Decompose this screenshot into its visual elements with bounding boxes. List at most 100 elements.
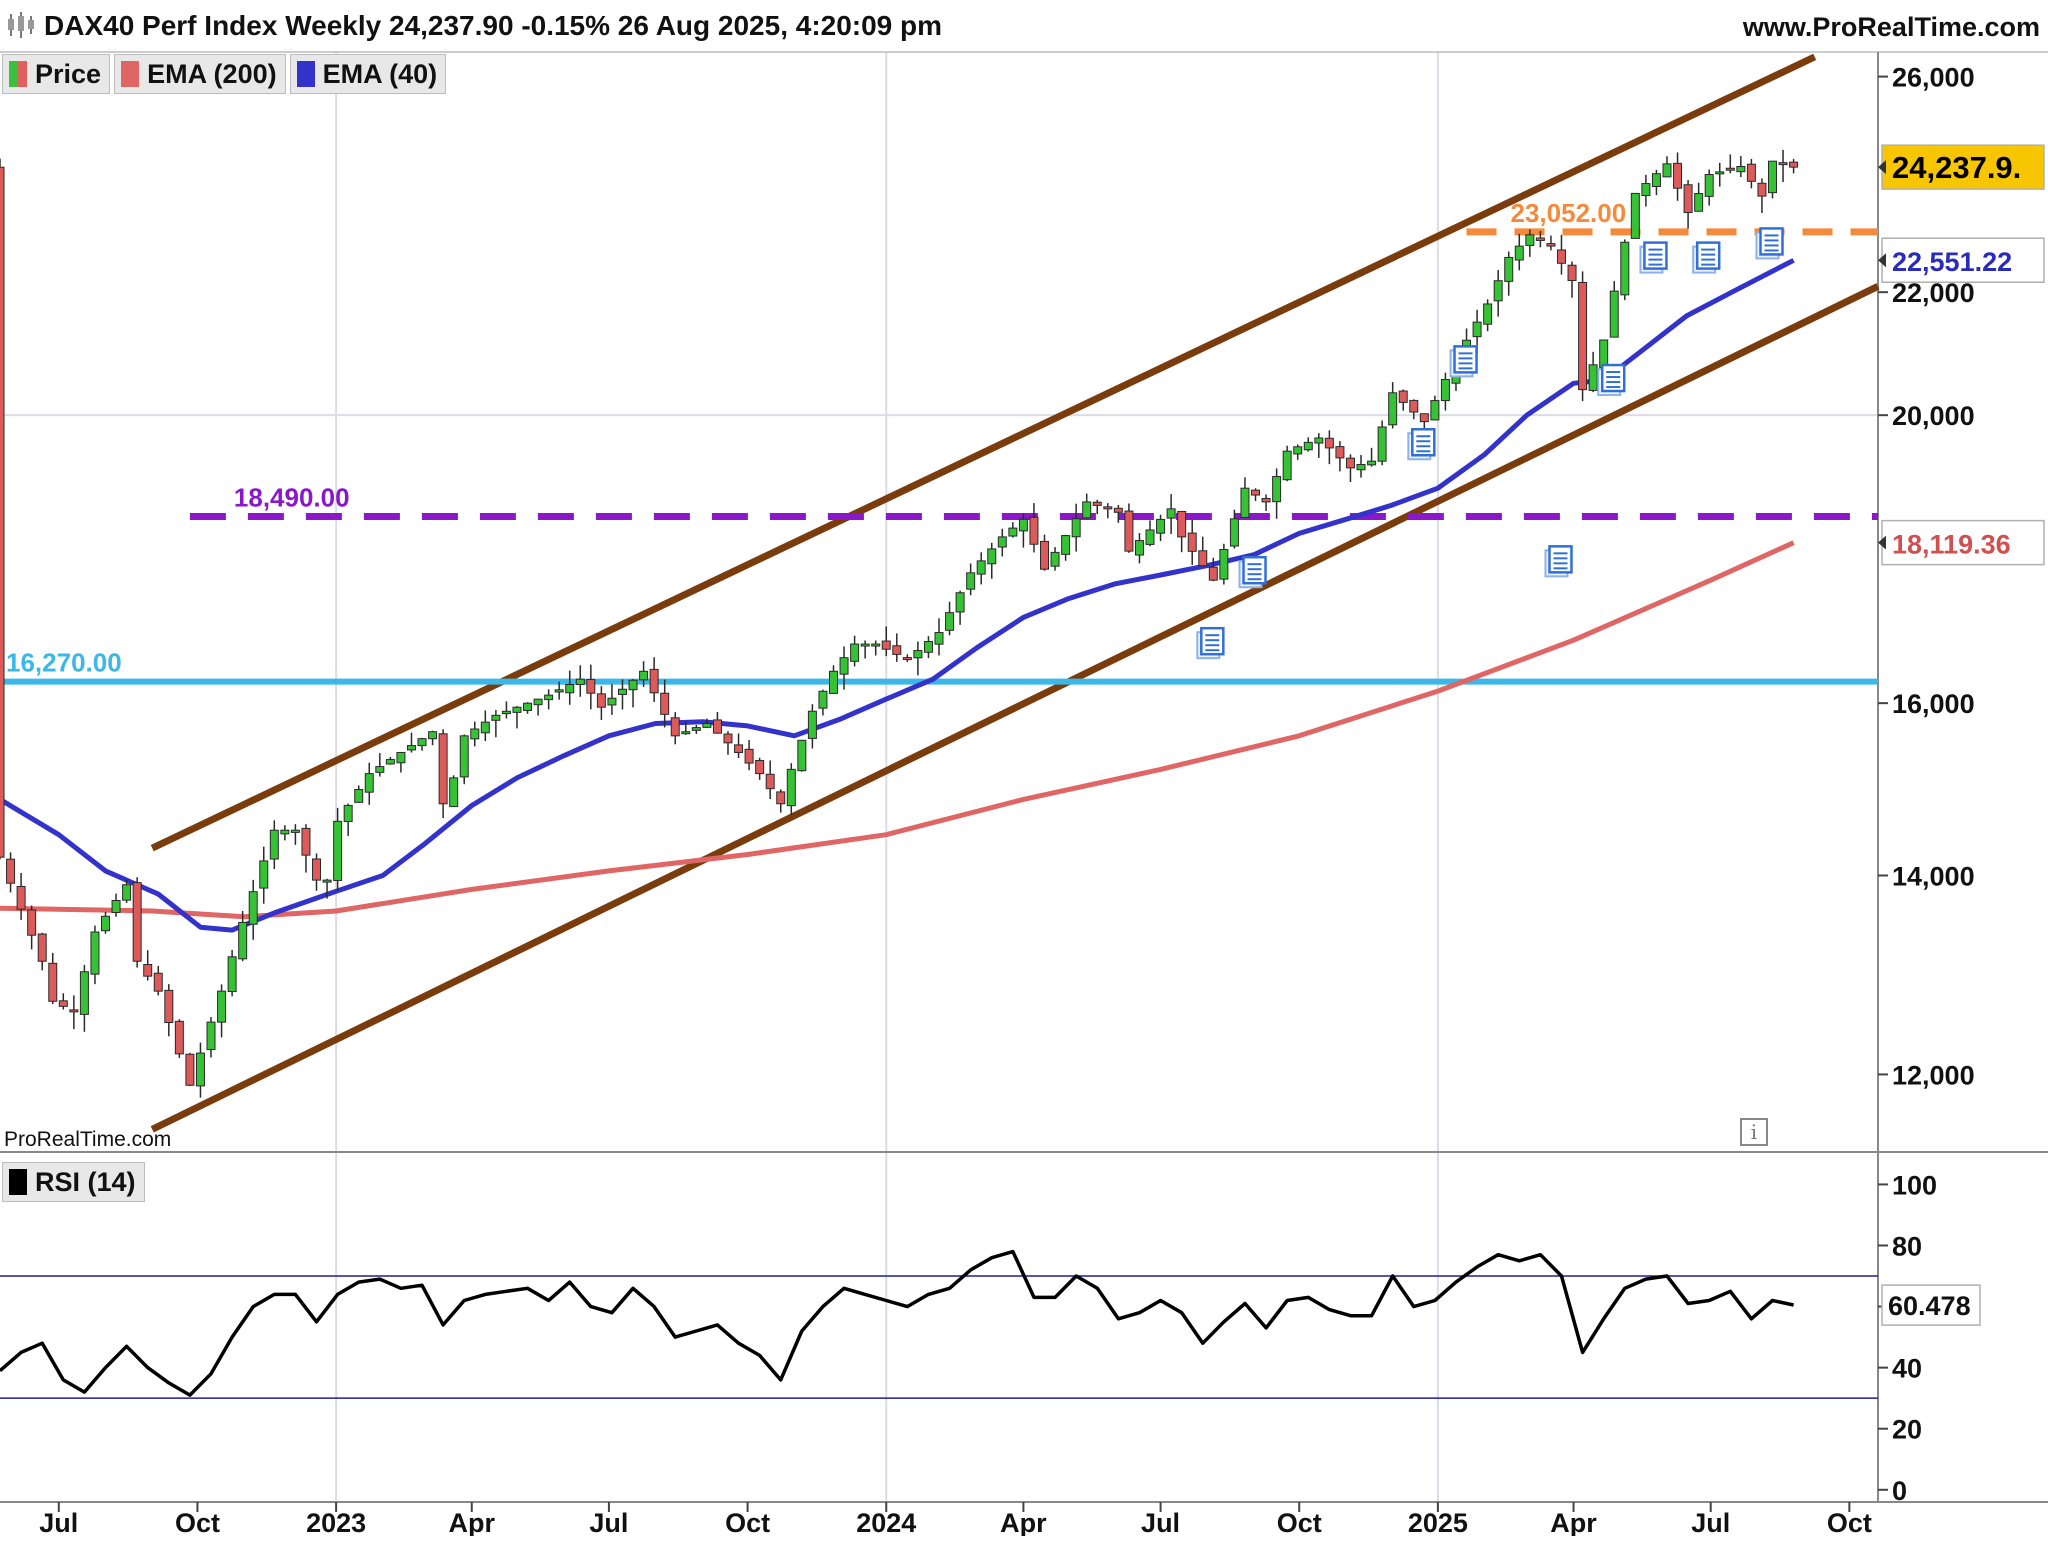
candle-body	[649, 668, 659, 694]
candle-body	[1535, 237, 1545, 241]
candle-body	[1145, 529, 1155, 545]
legend-item-ema40[interactable]: EMA (40)	[289, 54, 447, 94]
candle-body	[1018, 518, 1028, 532]
x-tick-label: Apr	[1550, 1508, 1597, 1536]
rsi-line	[0, 1249, 1794, 1397]
candle-body	[1725, 167, 1735, 171]
y-tick-label: 12,000	[1892, 1060, 1975, 1090]
candle-body	[206, 1021, 216, 1051]
candle-body	[1704, 174, 1714, 197]
candle-body	[575, 678, 585, 686]
candle-body	[966, 572, 976, 590]
legend-label-rsi: RSI (14)	[35, 1166, 136, 1197]
candle-body	[101, 915, 111, 932]
title-bar: DAX40 Perf Index Weekly 24,237.90 -0.15%…	[0, 0, 2048, 54]
y-tick-label: 16,000	[1892, 689, 1975, 719]
candle-body	[143, 964, 153, 977]
candle-body	[734, 744, 744, 753]
info-icon[interactable]: i	[1740, 1118, 1768, 1146]
candle-body	[1229, 518, 1239, 547]
candle-body	[1715, 171, 1725, 175]
candle-body	[259, 860, 269, 889]
candle-body	[1651, 173, 1661, 188]
candle-body	[491, 714, 501, 721]
candle-body	[58, 1000, 68, 1007]
candle-body	[828, 670, 838, 694]
news-doc-icon[interactable]	[1196, 626, 1225, 660]
rsi-swatch-icon	[9, 1169, 27, 1195]
legend-label-price: Price	[35, 58, 102, 89]
candle-body	[1683, 184, 1693, 214]
candle-body	[480, 721, 490, 734]
candle-body	[712, 719, 722, 734]
candle-body	[1219, 549, 1229, 580]
news-doc-icon[interactable]	[1755, 227, 1784, 260]
candle-body	[1514, 245, 1524, 261]
news-doc-icon[interactable]	[1692, 241, 1721, 274]
y-tick-label: 26,000	[1892, 63, 1975, 93]
candle-body	[565, 683, 575, 694]
candle-body	[1525, 234, 1535, 246]
rsi-y-tick-label: 0	[1892, 1476, 1907, 1506]
news-doc-icon[interactable]	[1407, 428, 1436, 461]
candle-body	[1198, 550, 1208, 567]
channel-line-upper	[150, 53, 1817, 852]
source-link[interactable]: www.ProRealTime.com	[1742, 12, 2040, 42]
candle-body	[406, 745, 416, 751]
news-doc-icon[interactable]	[1597, 363, 1626, 397]
rsi-value-tag-bg	[1881, 1284, 1981, 1326]
candle-body	[1472, 321, 1482, 338]
candle-body	[533, 698, 543, 706]
candle-body	[1071, 518, 1081, 538]
legend-label-ema40: EMA (40)	[322, 58, 438, 89]
candle-body	[1641, 183, 1651, 197]
candle-body	[322, 879, 332, 883]
price-candles	[0, 149, 1799, 1098]
candle-body	[1694, 193, 1704, 212]
news-doc-icon[interactable]	[1238, 555, 1267, 589]
candle-body	[1040, 540, 1050, 570]
x-tick-label: Oct	[1827, 1508, 1872, 1536]
legend-item-price[interactable]: Price	[2, 54, 111, 94]
candle-body	[248, 891, 258, 925]
candle-body	[354, 789, 364, 803]
candle-body	[438, 733, 448, 805]
candle-body	[1303, 441, 1313, 451]
candle-body	[1609, 290, 1619, 338]
candle-body	[923, 641, 933, 653]
value-tag-label: 24,237.9.	[1892, 150, 2021, 185]
candle-body	[174, 1020, 184, 1055]
news-doc-icon[interactable]	[1544, 545, 1573, 578]
candle-body	[1630, 192, 1640, 239]
candle-body	[554, 689, 564, 693]
candle-body	[27, 909, 37, 936]
candle-body	[417, 738, 427, 747]
candle-body	[48, 962, 58, 1002]
candle-body	[660, 692, 670, 715]
candle-body	[913, 650, 923, 659]
ema40-swatch-icon	[296, 61, 315, 87]
news-doc-icon[interactable]	[1449, 345, 1478, 378]
candle-body	[428, 731, 438, 740]
legend-item-rsi[interactable]: RSI (14)	[2, 1162, 145, 1202]
candle-body	[1546, 243, 1556, 247]
value-tag-bg	[1881, 519, 2045, 566]
candle-body	[280, 829, 290, 835]
candle-body	[955, 592, 965, 613]
level-label: 23,052.00	[1511, 198, 1627, 228]
news-doc-icon[interactable]	[1639, 241, 1668, 274]
candle-body	[1356, 464, 1366, 471]
candle-body	[934, 632, 944, 645]
candle-body	[227, 956, 237, 993]
value-tag-pointer	[1878, 253, 1886, 268]
x-tick-label: 2025	[1408, 1508, 1468, 1536]
candle-body	[1767, 160, 1777, 194]
candle-body	[586, 679, 596, 694]
legend-item-ema200[interactable]: EMA (200)	[114, 54, 286, 94]
candle-body	[902, 657, 912, 661]
candle-body	[797, 739, 807, 772]
candle-body	[945, 612, 955, 631]
chart-title: DAX40 Perf Index Weekly 24,237.90 -0.15%…	[44, 10, 943, 41]
